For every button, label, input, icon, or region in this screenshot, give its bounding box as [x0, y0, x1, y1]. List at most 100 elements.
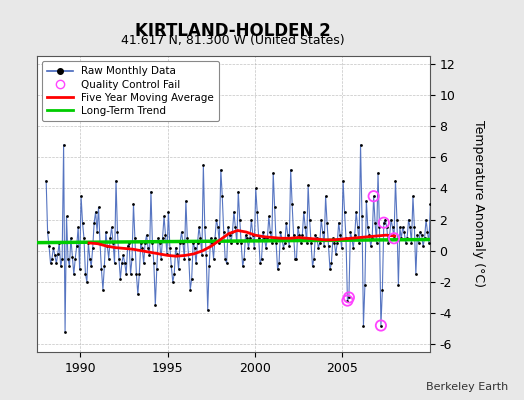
Point [220, 229, 228, 235]
Point [326, 266, 334, 273]
Point [102, 229, 110, 235]
Point [225, 232, 234, 238]
Point [231, 224, 239, 230]
Point [428, 224, 436, 230]
Point [173, 251, 181, 257]
Point [332, 251, 340, 257]
Point [138, 244, 146, 251]
Point [129, 201, 138, 207]
Point [55, 240, 63, 246]
Point [386, 232, 394, 238]
Point [377, 322, 385, 329]
Point [112, 178, 120, 184]
Point [125, 240, 133, 246]
Point [182, 198, 190, 204]
Point [163, 251, 171, 257]
Point [103, 243, 112, 249]
Point [328, 260, 336, 266]
Point [410, 224, 419, 230]
Point [266, 229, 275, 235]
Point [91, 208, 100, 215]
Point [418, 232, 426, 238]
Point [300, 208, 308, 215]
Point [106, 235, 114, 242]
Point [317, 216, 325, 223]
Point [94, 204, 103, 210]
Point [169, 279, 177, 285]
Point [365, 232, 374, 238]
Point [58, 255, 67, 262]
Point [224, 224, 232, 230]
Point [89, 244, 97, 251]
Point [62, 213, 71, 220]
Y-axis label: Temperature Anomaly (°C): Temperature Anomaly (°C) [472, 120, 485, 288]
Point [298, 232, 307, 238]
Point [374, 170, 382, 176]
Point [248, 232, 257, 238]
Point [381, 216, 389, 223]
Point [211, 235, 219, 242]
Point [215, 240, 224, 246]
Point [297, 240, 305, 246]
Point [157, 255, 165, 262]
Point [373, 240, 381, 246]
Point [233, 240, 241, 246]
Point [340, 208, 348, 215]
Point [164, 208, 172, 215]
Point [263, 235, 271, 242]
Point [272, 240, 280, 246]
Point [205, 263, 213, 270]
Point [235, 216, 244, 223]
Point [401, 240, 410, 246]
Point [186, 286, 194, 293]
Point [61, 328, 69, 335]
Point [90, 220, 99, 226]
Point [234, 188, 243, 195]
Point [166, 244, 174, 251]
Point [253, 208, 261, 215]
Point [77, 193, 85, 200]
Point [124, 243, 132, 249]
Point [369, 193, 378, 200]
Point [288, 201, 296, 207]
Point [403, 235, 411, 242]
Point [115, 255, 123, 262]
Point [352, 208, 361, 215]
Point [361, 282, 369, 288]
Point [353, 224, 362, 230]
Point [171, 244, 180, 251]
Point [319, 229, 327, 235]
Point [52, 260, 60, 266]
Point [310, 255, 318, 262]
Point [388, 224, 397, 230]
Point [407, 240, 416, 246]
Point [74, 224, 82, 230]
Point [128, 255, 136, 262]
Point [202, 252, 211, 259]
Point [355, 240, 363, 246]
Point [394, 282, 402, 288]
Point [314, 244, 322, 251]
Point [281, 240, 289, 246]
Point [265, 213, 273, 220]
Point [308, 263, 316, 270]
Point [279, 244, 288, 251]
Point [334, 220, 343, 226]
Point [137, 240, 145, 246]
Point [176, 240, 184, 246]
Point [406, 224, 414, 230]
Point [345, 294, 353, 301]
Point [75, 266, 84, 273]
Point [96, 240, 104, 246]
Point [399, 224, 407, 230]
Point [379, 220, 388, 226]
Point [240, 255, 248, 262]
Point [228, 229, 237, 235]
Point [324, 243, 333, 249]
Point [141, 240, 149, 246]
Point [269, 170, 277, 176]
Point [419, 243, 427, 249]
Point [216, 166, 225, 173]
Point [295, 232, 303, 238]
Point [260, 235, 269, 242]
